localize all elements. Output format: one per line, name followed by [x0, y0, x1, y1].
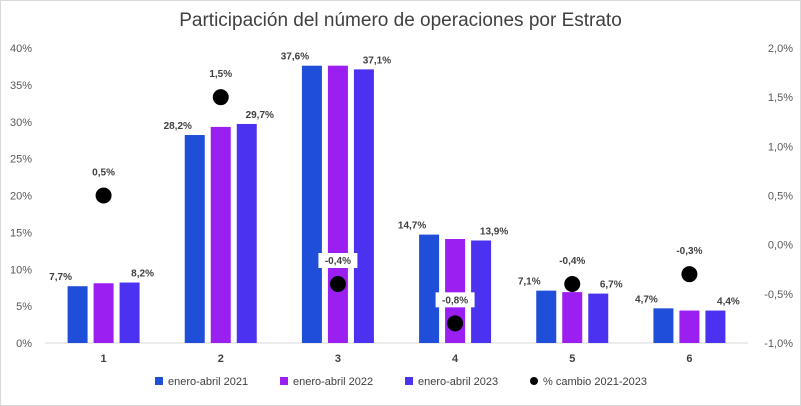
- bar-data-label: 7,1%: [518, 277, 541, 288]
- y-right-tick-label: -0,5%: [764, 289, 793, 301]
- change-label-bg: [669, 243, 709, 259]
- change-data-label: -0,8%: [442, 295, 468, 306]
- bar-data-label: 4,7%: [635, 294, 658, 305]
- bar-data-label: 37,1%: [363, 55, 391, 66]
- legend-label: enero-abril 2023: [418, 376, 498, 388]
- bar: [210, 126, 231, 343]
- y-right-tick-label: 2,0%: [768, 43, 793, 55]
- y-left-tick-label: 10%: [10, 264, 32, 276]
- category-label: 6: [686, 353, 692, 365]
- legend-swatch: [530, 377, 538, 385]
- bar: [536, 290, 557, 343]
- bar: [471, 240, 492, 343]
- bar-data-label: 13,9%: [480, 226, 508, 237]
- y-right-tick-label: 0,5%: [768, 191, 793, 203]
- legend-swatch: [155, 377, 163, 385]
- bar-data-label: 29,7%: [246, 110, 274, 121]
- change-point: [447, 315, 464, 332]
- bar-data-label: 4,4%: [717, 297, 740, 308]
- bar: [67, 286, 88, 343]
- bar: [184, 135, 205, 343]
- change-label-bg: [318, 253, 358, 268]
- bar-data-label: 14,7%: [398, 221, 426, 232]
- category-label: 1: [101, 353, 107, 365]
- change-point: [329, 276, 346, 292]
- legend-label: enero-abril 2021: [168, 376, 248, 388]
- change-point: [212, 89, 229, 106]
- change-data-label: 1,5%: [209, 69, 232, 80]
- y-left-tick-label: 0%: [16, 338, 32, 350]
- bar: [119, 282, 140, 343]
- bar-data-label: 7,7%: [49, 272, 72, 283]
- change-data-label: -0,3%: [676, 246, 702, 257]
- change-label-bg: [87, 164, 120, 180]
- chart-title: Participación del número de operaciones …: [179, 10, 622, 31]
- change-data-label: -0,4%: [559, 256, 585, 267]
- legend-swatch: [280, 377, 288, 385]
- bar: [93, 283, 114, 343]
- bar: [353, 69, 374, 343]
- change-point: [564, 276, 581, 292]
- category-label: 5: [569, 353, 575, 365]
- change-label-bg: [552, 253, 592, 268]
- legend-swatch: [405, 377, 413, 385]
- bar: [419, 234, 440, 343]
- legend-label: enero-abril 2022: [293, 376, 373, 388]
- bar: [653, 308, 674, 343]
- y-right-tick-label: 1,0%: [768, 141, 793, 153]
- y-right-tick-label: 0,0%: [768, 240, 793, 252]
- change-label-bg: [435, 292, 475, 308]
- y-right-tick-label: 1,5%: [768, 92, 793, 104]
- y-left-tick-label: 25%: [10, 154, 32, 166]
- bar-data-label: 37,6%: [281, 52, 309, 63]
- change-data-label: 0,5%: [92, 168, 115, 179]
- bar: [327, 65, 348, 343]
- y-left-tick-label: 20%: [10, 191, 32, 203]
- bar-data-label: 28,2%: [164, 121, 192, 132]
- change-label-bg: [204, 66, 237, 82]
- change-point: [681, 266, 698, 283]
- bar: [301, 65, 322, 343]
- bar: [445, 239, 466, 343]
- category-label: 2: [218, 353, 224, 365]
- change-data-label: -0,4%: [325, 256, 351, 267]
- bar: [588, 293, 609, 343]
- bar-data-label: 6,7%: [600, 280, 623, 291]
- bar-data-label: 8,2%: [131, 269, 154, 280]
- y-right-tick-label: -1,0%: [764, 338, 793, 350]
- legend-label: % cambio 2021-2023: [543, 376, 647, 388]
- y-left-tick-label: 5%: [16, 301, 32, 313]
- y-left-tick-label: 15%: [10, 227, 32, 239]
- y-left-tick-label: 35%: [10, 80, 32, 92]
- bar: [705, 310, 726, 343]
- category-label: 3: [335, 353, 341, 365]
- y-left-tick-label: 30%: [10, 117, 32, 129]
- bar: [236, 123, 257, 344]
- bar: [679, 310, 700, 343]
- y-left-tick-label: 40%: [10, 43, 32, 55]
- category-label: 4: [452, 353, 459, 365]
- bar: [562, 292, 583, 343]
- change-point: [95, 187, 112, 204]
